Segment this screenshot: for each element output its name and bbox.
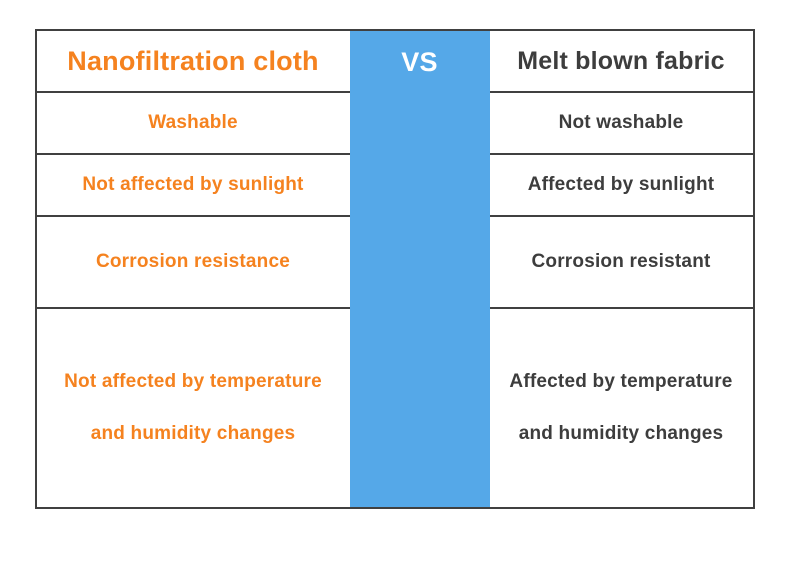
row-right-cell: Corrosion resistant xyxy=(489,217,753,309)
header-left-title: Nanofiltration cloth xyxy=(36,31,350,93)
row-right-cell: Not washable xyxy=(489,93,753,155)
comparison-table: Nanofiltration cloth VS Melt blown fabri… xyxy=(34,29,755,509)
row-left-cell: Not affected by temperature and humidity… xyxy=(64,371,322,444)
vs-label: VS xyxy=(401,46,438,77)
vs-column-segment xyxy=(349,309,490,507)
vs-column-header: VS xyxy=(349,31,490,93)
row-right-cell: Affected by sunlight xyxy=(489,155,753,217)
row-left-cell: Not affected by sunlight xyxy=(36,155,350,217)
vs-column-segment xyxy=(349,217,490,309)
row-left-cell: Corrosion resistance xyxy=(36,217,350,309)
row-right-cell: Affected by temperature and humidity cha… xyxy=(509,371,733,444)
header-right-title: Melt blown fabric xyxy=(489,31,753,93)
row-left-cell: Washable xyxy=(36,93,350,155)
vs-column-segment xyxy=(349,93,490,155)
vs-column-segment xyxy=(349,155,490,217)
